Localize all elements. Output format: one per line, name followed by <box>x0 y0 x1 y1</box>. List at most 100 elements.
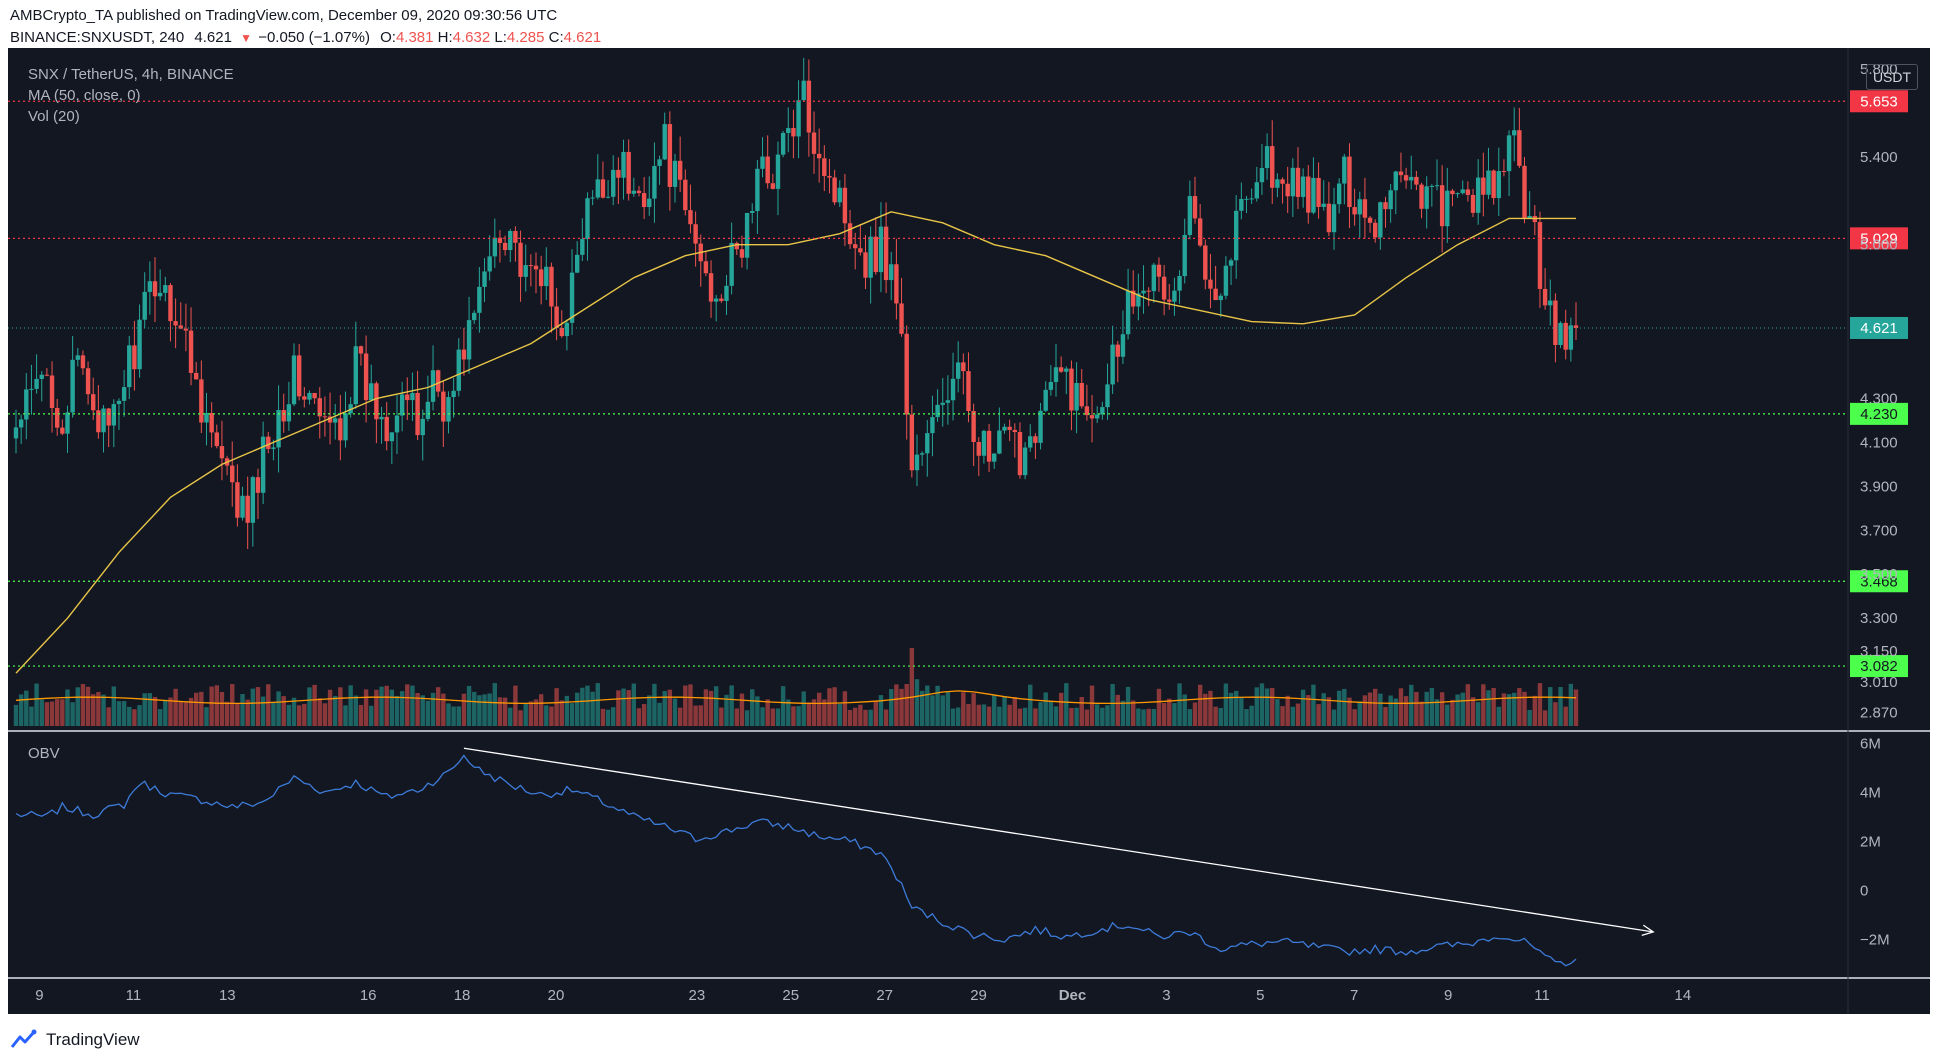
candle-body <box>1373 222 1378 238</box>
volume-bar <box>847 710 853 726</box>
volume-bar <box>472 691 477 726</box>
volume-bar <box>853 707 858 726</box>
volume-bar <box>1094 704 1100 726</box>
volume-bar <box>1064 683 1069 726</box>
volume-bar <box>291 697 297 726</box>
volume-bar <box>1223 683 1229 726</box>
volume-bar <box>1439 692 1445 726</box>
candle-body <box>1285 183 1290 197</box>
volume-bar <box>430 692 436 726</box>
candle-body <box>1383 202 1388 210</box>
candle-body <box>296 355 302 397</box>
volume-bar <box>760 707 765 726</box>
obv-tick-label: 2M <box>1860 833 1881 850</box>
horizontal-levels: 5.653 5.029 4.230 3.468 3.082 4.621 <box>8 90 1908 678</box>
volume-bar <box>1455 694 1460 726</box>
candle-body <box>513 231 518 243</box>
candle-body <box>1352 207 1357 215</box>
volume-bar <box>142 693 147 726</box>
chart-svg[interactable]: 5.653 5.029 4.230 3.468 3.082 4.621 5.800 5.40… <box>8 48 1930 1014</box>
low-label: L: <box>494 29 507 46</box>
candle-body <box>842 187 848 224</box>
volume-bar <box>611 707 616 726</box>
price-tick-label: 2.870 <box>1860 705 1898 722</box>
date-tick-label: 27 <box>876 987 893 1004</box>
volume-bar <box>1002 695 1007 726</box>
candle-body <box>1002 426 1007 431</box>
volume-bar <box>878 695 884 726</box>
volume-bar <box>1398 688 1404 726</box>
candle-body <box>1481 177 1486 195</box>
volume-bar <box>1563 706 1568 726</box>
currency-button[interactable]: USDT <box>1866 64 1918 90</box>
volume-bar <box>312 684 317 726</box>
volume-bar <box>1537 683 1543 726</box>
volume-bar <box>796 706 801 726</box>
last-price: 4.621 <box>194 29 232 46</box>
candle-body <box>739 249 745 258</box>
volume-bar <box>734 708 739 726</box>
candle-body <box>1326 203 1332 233</box>
date-tick-label: 25 <box>782 987 799 1004</box>
date-tick-label: 11 <box>1534 987 1550 1004</box>
chart-frame[interactable]: 5.653 5.029 4.230 3.468 3.082 4.621 5.800 5.40… <box>8 48 1930 1014</box>
volume-bar <box>1249 705 1254 726</box>
candle-body <box>1275 179 1280 188</box>
candle-body <box>1336 183 1342 205</box>
candle-body <box>1331 204 1337 233</box>
volume-bar <box>1187 709 1193 726</box>
date-tick-label: 18 <box>454 987 471 1004</box>
candle-body <box>1233 210 1239 261</box>
volume-bar <box>1475 702 1481 726</box>
candle-body <box>811 132 817 154</box>
candle-body <box>1136 293 1141 307</box>
candle-body <box>54 407 60 428</box>
level-tag <box>1850 402 1908 425</box>
candle-body <box>930 417 935 434</box>
candle-body <box>183 328 189 331</box>
candle-body <box>240 495 245 518</box>
candle-body <box>1213 288 1218 301</box>
candle-body <box>65 412 70 434</box>
candle-body <box>477 286 482 313</box>
candle-body <box>317 398 322 417</box>
candle-body <box>1321 203 1326 207</box>
volume-bar <box>281 696 286 726</box>
candle-body <box>1475 177 1481 213</box>
candle-body <box>482 271 487 287</box>
volume-bar <box>1445 704 1450 726</box>
candle-body <box>1084 406 1090 416</box>
volume-bar <box>260 696 266 726</box>
volume-bar <box>224 701 230 726</box>
volume-bar <box>719 707 724 726</box>
candle-body <box>724 285 729 301</box>
candle-body <box>1125 290 1131 335</box>
candle-body <box>544 266 549 287</box>
volume-bar <box>1300 689 1306 726</box>
candle-body <box>1028 436 1033 448</box>
volume-bar <box>199 691 204 726</box>
candle-body <box>204 413 209 423</box>
candle-body <box>1254 182 1259 199</box>
volume-bar <box>1192 702 1198 726</box>
candle-body <box>641 193 647 208</box>
volume-bar <box>1125 686 1131 726</box>
candle-body <box>1151 264 1157 292</box>
candle-body <box>616 169 621 178</box>
volume-bar <box>1069 708 1074 726</box>
volume-bar <box>1383 707 1388 726</box>
volume-bar <box>605 709 611 726</box>
candle-body <box>106 408 111 426</box>
candle-body <box>1486 170 1491 195</box>
obv-tick-label: −2M <box>1860 931 1890 948</box>
volume-bar <box>1028 684 1033 726</box>
volume-bar <box>461 693 467 726</box>
candle-body <box>1218 295 1223 301</box>
candle-body <box>672 160 678 187</box>
candle-body <box>940 402 945 405</box>
candle-body <box>719 298 724 301</box>
volume-bar <box>863 709 868 726</box>
candle-body <box>44 374 50 376</box>
volume-bar <box>13 704 19 726</box>
volume-bar <box>1079 697 1084 726</box>
